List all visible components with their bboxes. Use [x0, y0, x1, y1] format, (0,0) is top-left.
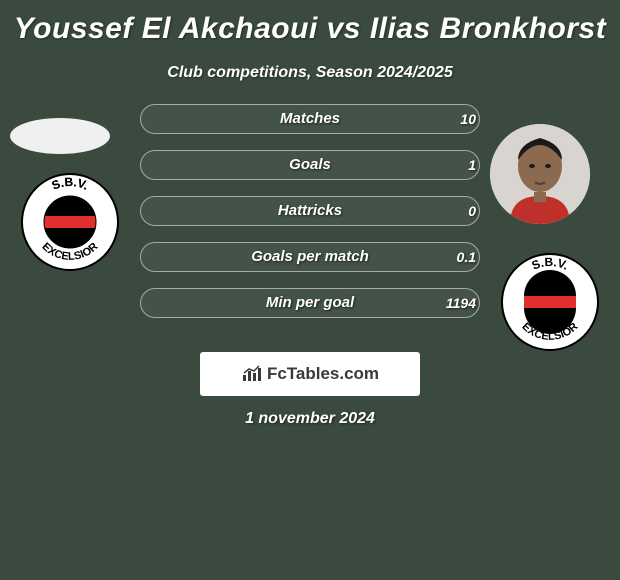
chart-icon	[241, 365, 263, 383]
stat-row: Goals per match 0.1	[0, 242, 620, 272]
stat-row: Goals 1	[0, 150, 620, 180]
subtitle: Club competitions, Season 2024/2025	[0, 64, 620, 82]
site-logo: FcTables.com	[200, 352, 420, 396]
stat-row: Min per goal 1194	[0, 288, 620, 318]
stat-value-right: 1194	[440, 288, 476, 318]
stat-label: Hattricks	[140, 196, 480, 226]
stat-label: Goals per match	[140, 242, 480, 272]
stats-area: Matches 10 Goals 1 Hattricks 0 Goals per…	[0, 104, 620, 318]
stat-value-right: 1	[440, 150, 476, 180]
stat-label: Min per goal	[140, 288, 480, 318]
page-title: Youssef El Akchaoui vs Ilias Bronkhorst	[0, 0, 620, 46]
stat-row: Matches 10	[0, 104, 620, 134]
stat-row: Hattricks 0	[0, 196, 620, 226]
date-line: 1 november 2024	[0, 410, 620, 428]
stat-value-right: 0.1	[440, 242, 476, 272]
stat-label: Goals	[140, 150, 480, 180]
stat-value-right: 10	[440, 104, 476, 134]
stat-value-right: 0	[440, 196, 476, 226]
stat-label: Matches	[140, 104, 480, 134]
logo-text: FcTables.com	[267, 364, 379, 384]
